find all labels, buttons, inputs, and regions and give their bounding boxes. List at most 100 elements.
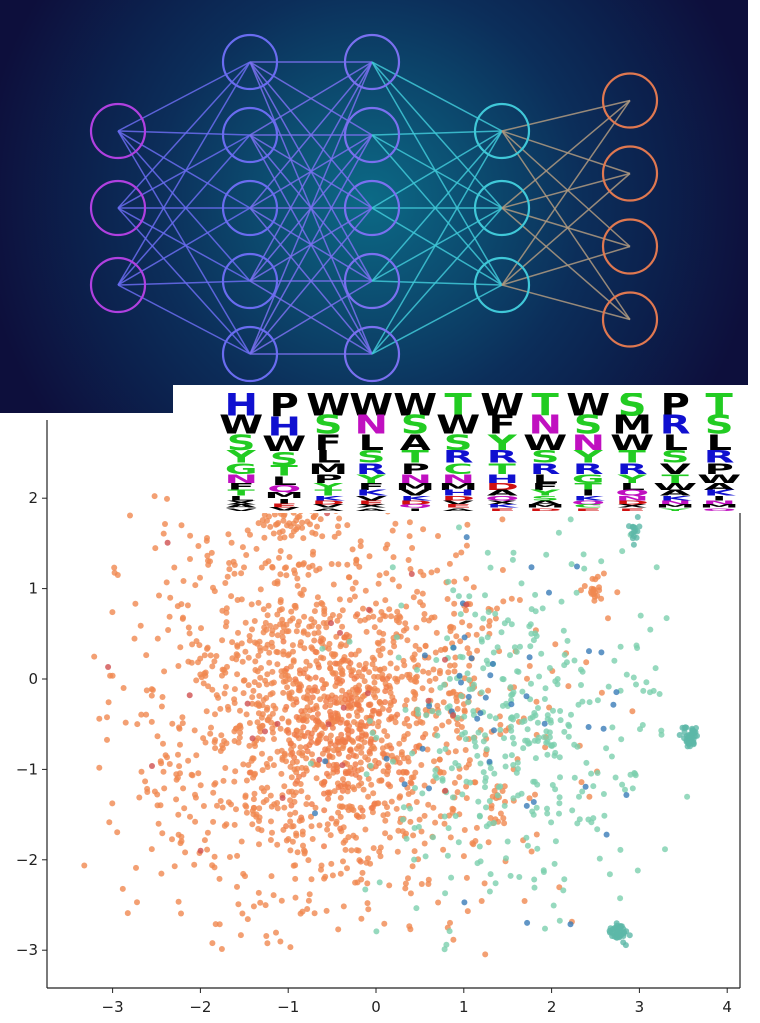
scatter-point [441,681,448,688]
logo-letter: L [662,430,689,456]
scatter-point [249,821,256,828]
scatter-point [446,675,453,682]
scatter-point [233,651,240,658]
scatter-point [308,801,315,808]
logo-letter: W [393,393,437,424]
scatter-point [442,746,449,752]
network-node [221,106,279,164]
scatter-point [270,679,277,686]
scatter-point [491,727,497,734]
scatter-point [613,689,620,696]
scatter-point [287,811,294,818]
scatter-point [442,645,449,652]
scatter-point [533,804,540,811]
scatter-point [403,625,410,632]
scatter-point [316,732,323,739]
scatter-point [449,794,456,801]
scatter-point [470,841,477,848]
scatter-point [245,654,252,661]
logo-letter: H [224,393,258,424]
logo-letter: K [312,494,344,503]
scatter-point [579,668,586,675]
scatter-point [354,611,361,618]
scatter-point [256,724,263,731]
scatter-point [407,818,414,825]
scatter-point [298,814,305,821]
scatter-point [532,591,539,598]
scatter-point [534,719,541,726]
scatter-point [590,815,597,822]
scatter-point [605,615,611,622]
scatter-point [396,759,403,766]
logo-letter: R [356,460,387,478]
logo-letter: V [312,503,344,510]
scatter-point [526,795,533,802]
logo-letter: T [401,446,429,468]
scatter-point [302,744,309,751]
scatter-point [470,681,477,688]
logo-letter: K [355,488,387,498]
scatter-point [255,825,262,832]
scatter-point [366,553,373,560]
logo-letter: K [659,494,691,503]
scatter-point [267,837,274,843]
scatter-point [158,703,165,710]
scatter-point [444,852,451,859]
scatter-point [369,661,376,668]
scatter-point [340,656,347,663]
scatter-point [393,617,400,624]
scatter-point [309,562,316,569]
scatter-point [296,618,302,625]
network-node [601,291,659,348]
logo-letter: E [444,503,472,510]
scatter-point [583,759,590,766]
scatter-point [320,620,327,626]
scatter-point [324,770,330,777]
scatter-point [177,770,183,777]
scatter-point [360,605,366,612]
scatter-point [437,667,443,674]
scatter-point [422,707,429,713]
scatter-point [361,678,368,685]
scatter-point [242,792,249,799]
scatter-point [366,718,373,724]
scatter-point [365,775,372,782]
scatter-point [450,712,457,719]
scatter-point [373,600,379,607]
scatter-point [410,594,417,601]
scatter-point [259,767,266,774]
logo-letter: A [225,503,257,510]
scatter-point [622,786,628,793]
logo-letter: A [529,499,561,507]
scatter-point [455,839,462,846]
scatter-point [322,703,329,710]
logo-letter: W [306,393,350,424]
scatter-point [197,574,203,581]
scatter-point [458,693,465,700]
scatter-point [360,693,366,700]
scatter-point [357,722,364,729]
scatter-point [231,821,238,828]
scatter-point [491,770,498,777]
scatter-point [293,714,300,720]
scatter-point [421,616,427,623]
scatter-point [255,599,262,606]
scatter-point [311,637,318,644]
scatter-point [204,552,211,559]
scatter-point [543,728,550,735]
scatter-point [338,731,345,738]
scatter-point [358,915,365,922]
scatter-point [335,523,341,530]
x-tick-label: 1 [459,998,469,1016]
scatter-point [149,763,155,769]
logo-letter: Y [313,480,343,493]
scatter-point [267,622,274,629]
scatter-point [342,696,349,703]
scatter-point [282,672,289,679]
scatter-point [218,946,225,952]
scatter-point [652,665,659,672]
scatter-point [208,724,214,731]
logo-letter: T [618,446,646,468]
scatter-point [306,623,313,630]
